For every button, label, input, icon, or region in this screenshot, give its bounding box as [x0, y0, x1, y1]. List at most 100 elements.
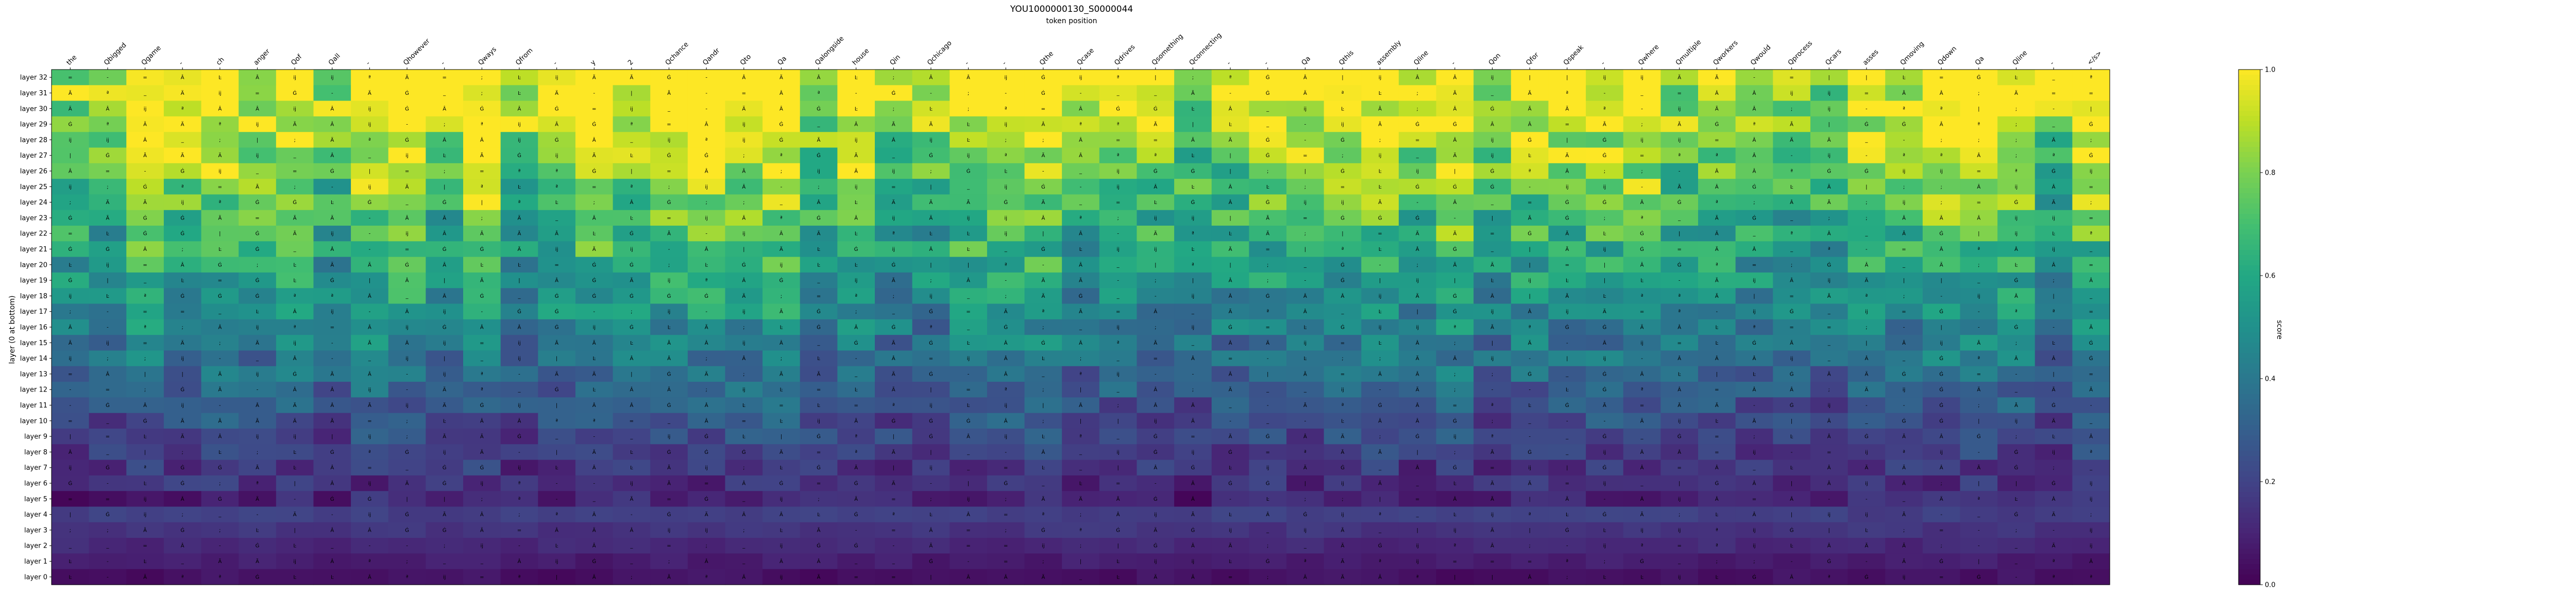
- heatmap-cell-label: Ã: [1341, 573, 1345, 580]
- heatmap-cell: [613, 163, 651, 179]
- heatmap-cell-label: ij: [256, 434, 259, 440]
- heatmap-cell: [1885, 85, 1923, 101]
- heatmap-cell: [463, 226, 501, 242]
- heatmap-cell-label: ;: [818, 184, 819, 190]
- y-axis-label: layer (0 at bottom): [8, 295, 16, 364]
- y-tick-label: layer 13: [20, 370, 47, 378]
- heatmap-cell-label: Ä: [1865, 370, 1868, 377]
- heatmap-cell-label: Ã: [742, 167, 745, 174]
- heatmap-cell-label: Ä: [143, 573, 147, 580]
- heatmap-cell-label: Â: [218, 433, 222, 440]
- heatmap-cell-label: ij: [1416, 559, 1419, 565]
- heatmap-cell-label: ĳ: [929, 403, 933, 409]
- heatmap-cell-label: Â: [1715, 464, 1719, 471]
- heatmap-cell-label: ĳ: [1192, 325, 1195, 331]
- heatmap-cell-label: Â: [330, 558, 334, 565]
- heatmap-cell-label: ª: [1454, 325, 1456, 331]
- heatmap-cell-label: Ä: [218, 152, 222, 159]
- heatmap-cell: [950, 147, 988, 164]
- heatmap-cell: [1286, 85, 1325, 101]
- x-tick-label: Qsomething: [1150, 32, 1185, 67]
- heatmap-cell: [1810, 163, 1849, 179]
- heatmap-cell: [2035, 100, 2073, 117]
- heatmap-cell: [1810, 85, 1849, 101]
- heatmap-cell-label: Ŀ: [1379, 309, 1382, 315]
- heatmap-cell-label: Ä: [443, 402, 446, 409]
- heatmap-cell-label: ;: [1940, 138, 1942, 143]
- heatmap-cell: [500, 100, 538, 117]
- heatmap-cell-label: Â: [1827, 417, 1831, 424]
- heatmap-cell-label: =: [1116, 138, 1120, 143]
- heatmap-cell-label: Ŀ: [1266, 497, 1269, 502]
- heatmap-cell-label: Ã: [854, 152, 858, 159]
- heatmap-cell-label: Â: [1940, 464, 1943, 471]
- heatmap-cell-label: Ä: [1416, 386, 1419, 393]
- colorbar-segment: [2239, 394, 2260, 400]
- heatmap-cell-label: _: [1416, 481, 1419, 487]
- heatmap-cell-label: Ä: [1865, 277, 1868, 284]
- heatmap-cell-label: Â: [1790, 386, 1793, 393]
- heatmap-cell-label: Â: [1004, 417, 1008, 424]
- heatmap-cell-label: Ŀ: [780, 325, 783, 331]
- colorbar-segment: [2239, 209, 2260, 214]
- heatmap-cell: [1398, 132, 1437, 148]
- heatmap-cell-label: Ġ: [68, 480, 72, 487]
- heatmap-cell-label: |: [1791, 512, 1792, 518]
- heatmap-cell-label: _: [1528, 418, 1532, 424]
- heatmap-cell-label: ª: [1266, 309, 1269, 315]
- heatmap-cell: [89, 226, 127, 242]
- heatmap-cell: [987, 100, 1025, 117]
- heatmap-cell: [1922, 100, 1961, 117]
- heatmap-cell: [201, 100, 239, 117]
- heatmap-cell-label: -: [705, 231, 707, 237]
- heatmap-cell: [538, 70, 576, 86]
- heatmap-cell-label: ;: [107, 528, 108, 533]
- heatmap-cell-label: Â: [705, 402, 708, 409]
- heatmap-cell-label: _: [256, 356, 259, 362]
- heatmap-cell-label: _: [742, 559, 745, 565]
- heatmap-cell-label: Â: [2052, 261, 2056, 268]
- heatmap-cell: [1810, 132, 1849, 148]
- heatmap-cell-label: Ġ: [405, 261, 409, 268]
- heatmap-cell-label: ;: [406, 418, 408, 424]
- y-tick-label: layer 18: [20, 293, 47, 300]
- heatmap-cell: [1698, 179, 1736, 195]
- heatmap-cell: [1436, 194, 1474, 211]
- y-tick-label: layer 12: [20, 386, 47, 394]
- heatmap-cell-label: Ã: [1490, 496, 1494, 502]
- heatmap-cell-label: Ŀ: [855, 262, 858, 268]
- heatmap-cell-label: _: [1191, 341, 1195, 346]
- heatmap-cell-label: =: [1565, 262, 1569, 268]
- heatmap-cell: [1735, 179, 1773, 195]
- heatmap-cell: [1848, 100, 1886, 117]
- heatmap-cell-label: Â: [69, 324, 72, 331]
- heatmap-cell: [1773, 100, 1811, 117]
- heatmap-cell-label: _: [967, 465, 970, 471]
- colorbar-segment: [2239, 152, 2260, 158]
- heatmap-cell: [1997, 132, 2036, 148]
- heatmap-cell-label: |: [144, 450, 146, 455]
- heatmap-cell-label: ij: [181, 356, 184, 362]
- colorbar-segment: [2239, 183, 2260, 189]
- heatmap-cell-label: _: [1116, 434, 1120, 440]
- heatmap-cell-label: -: [1866, 559, 1868, 565]
- heatmap-cell-label: Ŀ: [69, 559, 72, 565]
- heatmap-cell: [1137, 100, 1175, 117]
- heatmap-cell-label: =: [1415, 138, 1419, 143]
- heatmap-cell-label: ª: [1042, 309, 1045, 315]
- heatmap-cell-label: |: [1866, 184, 1867, 190]
- heatmap-cell-label: =: [966, 543, 970, 549]
- heatmap-cell-label: Ã: [779, 308, 783, 315]
- heatmap-cell-label: _: [1490, 247, 1494, 252]
- heatmap-cell-label: ;: [705, 543, 707, 549]
- heatmap-cell: [650, 132, 688, 148]
- heatmap-cell-label: Ŀ: [218, 75, 222, 81]
- colorbar-segment: [2239, 188, 2260, 194]
- heatmap-cell: [1660, 194, 1699, 211]
- heatmap-cell-label: ;: [743, 200, 744, 206]
- heatmap-cell-label: Ã: [293, 121, 297, 128]
- heatmap-cell-label: Ã: [1715, 74, 1719, 81]
- heatmap-cell-label: _: [1865, 231, 1868, 237]
- heatmap-cell: [650, 147, 688, 164]
- heatmap-cell: [1062, 132, 1100, 148]
